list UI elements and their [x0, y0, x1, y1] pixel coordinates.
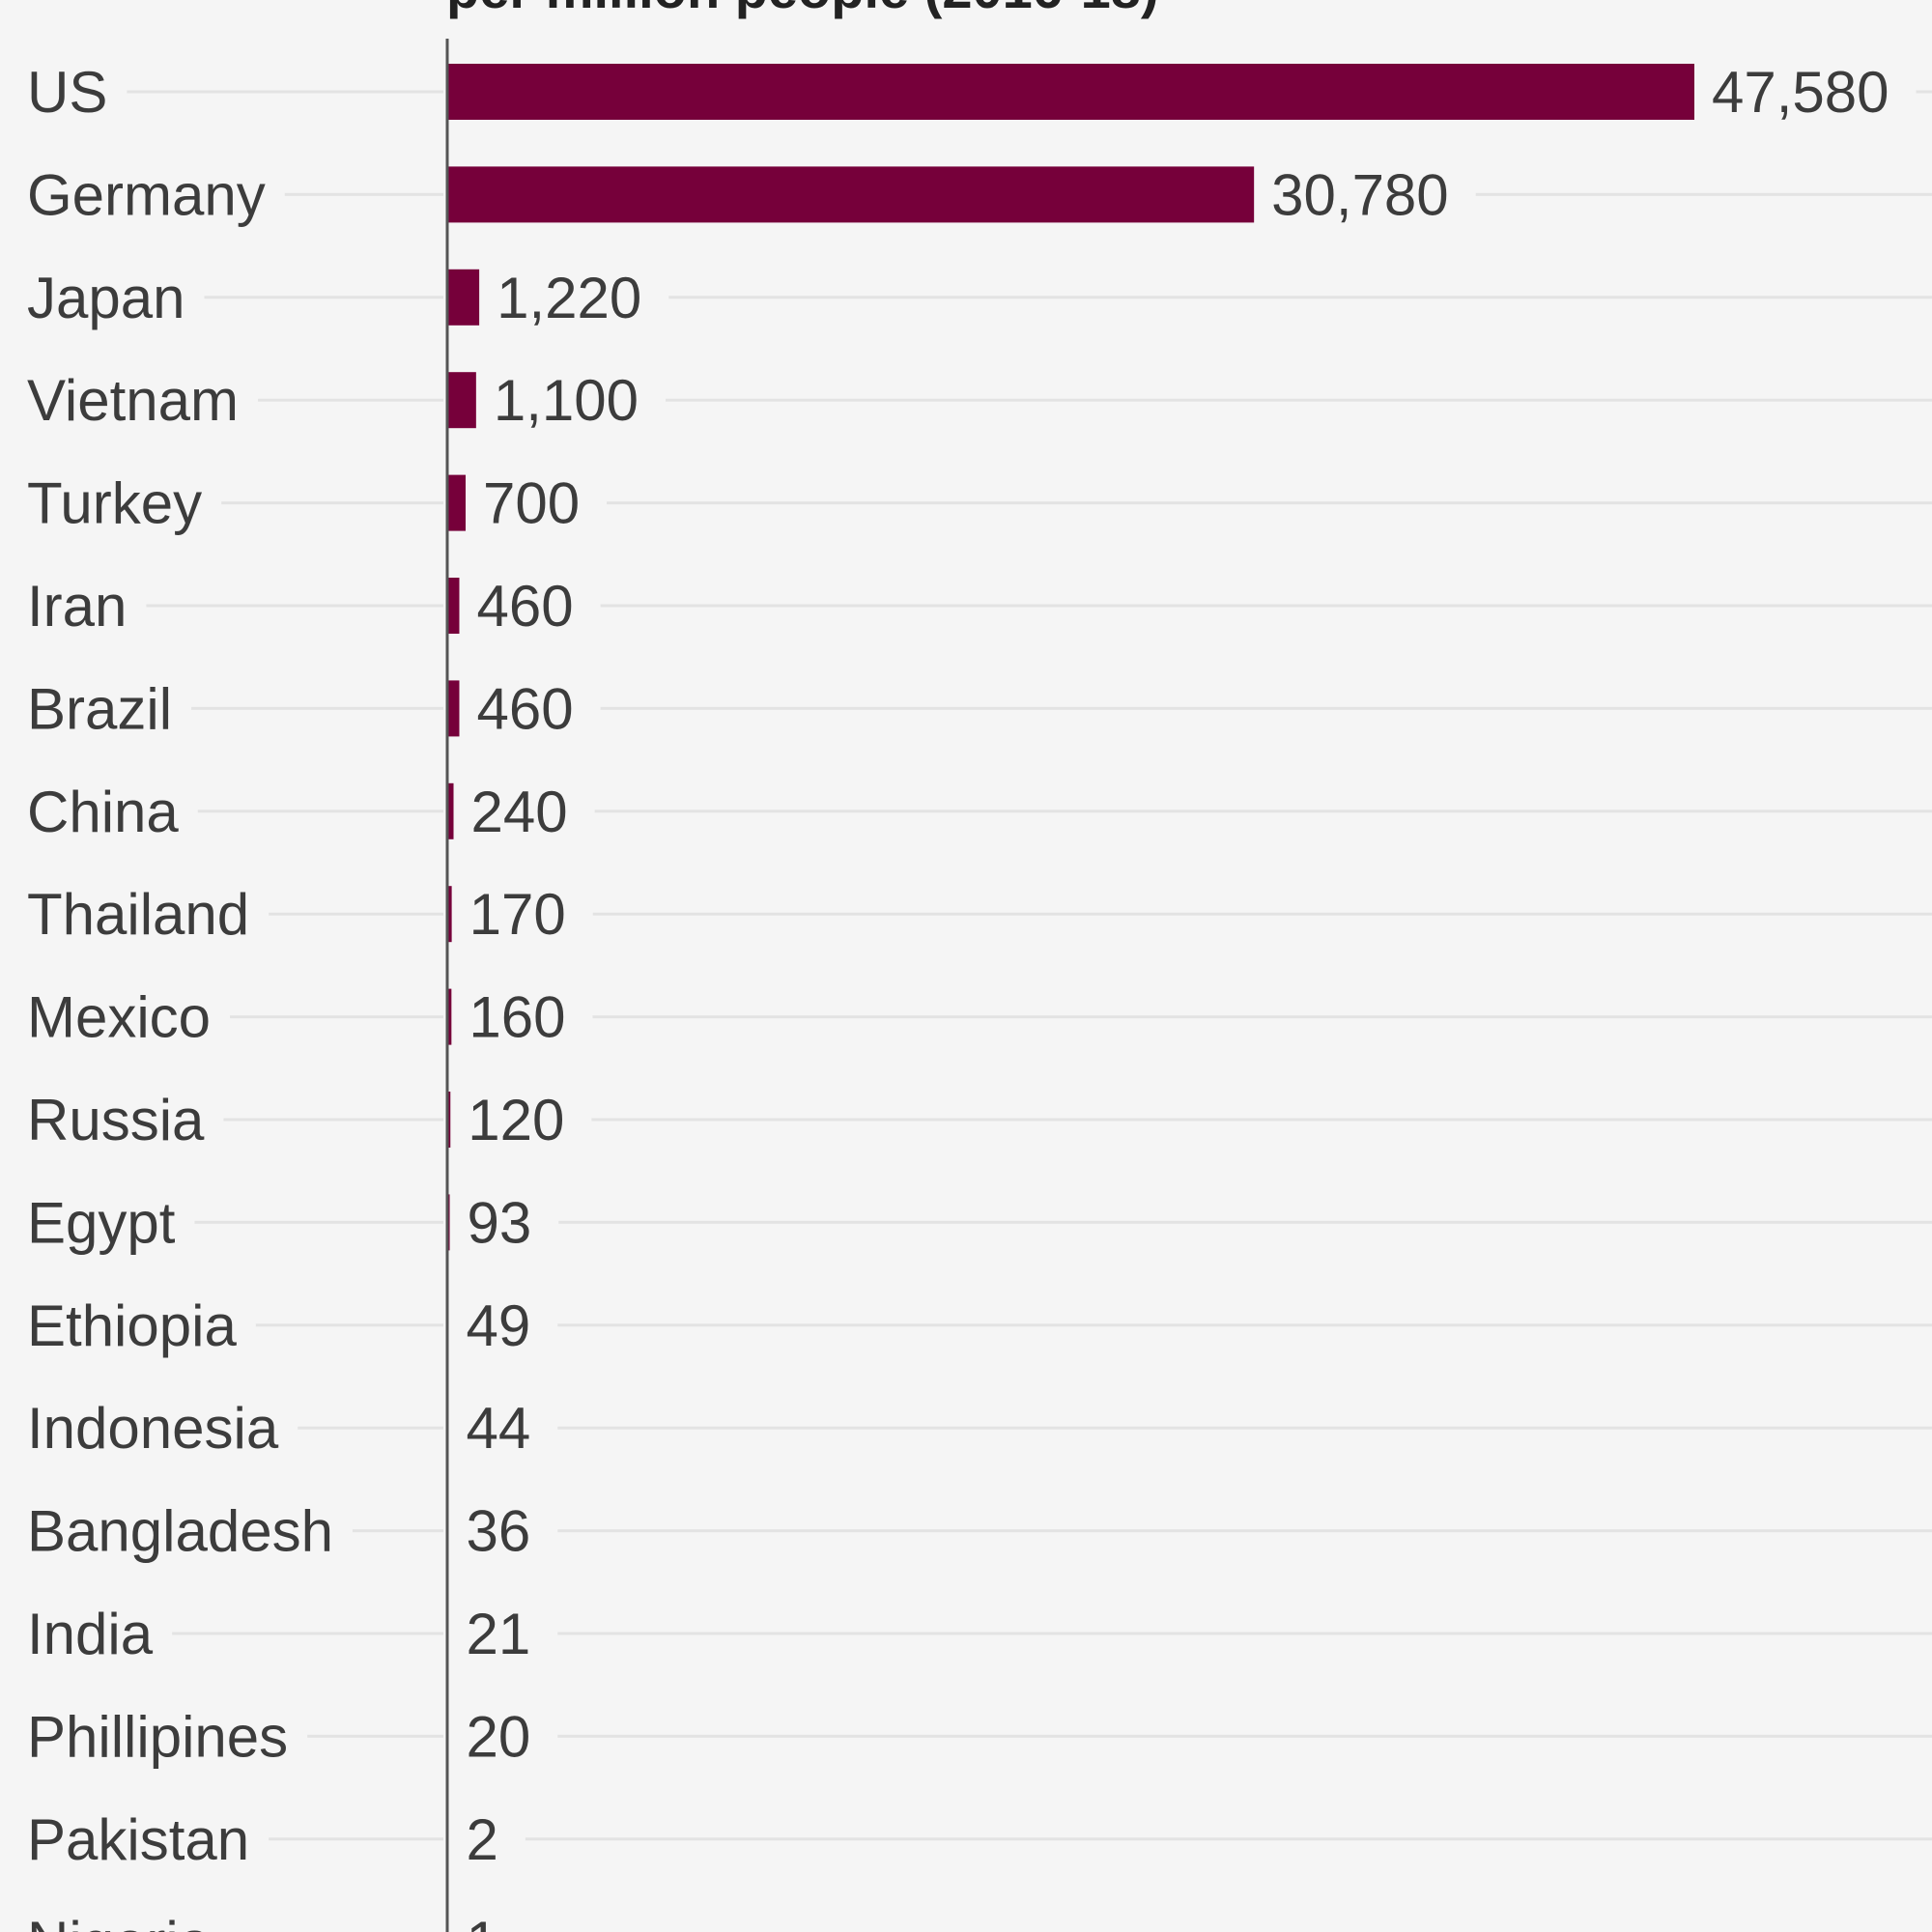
bar	[447, 988, 452, 1045]
value-label: 20	[467, 1704, 531, 1769]
chart-title: per million people (2016-18)	[446, 0, 1159, 19]
bar	[447, 578, 460, 634]
category-label: Brazil	[27, 676, 172, 741]
labels: US 47,580 Germany 30,780 Japan 1,220 Vietnam 1,…	[27, 60, 1889, 1932]
bar	[447, 166, 1255, 223]
category-label: Germany	[27, 162, 266, 227]
value-label: 160	[469, 985, 565, 1050]
category-label: Pakistan	[27, 1807, 249, 1872]
bar	[447, 372, 476, 429]
value-label: 1,100	[494, 368, 639, 433]
category-label: Ethiopia	[27, 1293, 237, 1358]
value-label: 460	[476, 676, 573, 741]
value-label: 93	[468, 1190, 532, 1255]
bar	[447, 64, 1694, 120]
value-label: 2	[467, 1807, 498, 1872]
category-label: Mexico	[27, 985, 211, 1050]
bars	[447, 64, 1694, 1932]
category-label: Indonesia	[27, 1396, 279, 1461]
value-label: 240	[471, 780, 568, 844]
value-label: 1	[467, 1910, 498, 1932]
guide-lines	[127, 90, 1932, 1841]
category-label: Turkey	[27, 471, 202, 536]
bar	[447, 680, 460, 737]
category-label: China	[27, 780, 179, 844]
value-label: 120	[468, 1088, 564, 1152]
category-label: Nigeria	[27, 1910, 212, 1932]
category-label: India	[27, 1602, 154, 1666]
bar	[447, 886, 452, 943]
value-label: 47,580	[1712, 60, 1889, 125]
bar	[447, 1092, 451, 1148]
category-label: Iran	[27, 574, 127, 639]
value-label: 30,780	[1271, 162, 1449, 227]
value-label: 700	[483, 471, 580, 536]
value-label: 170	[469, 882, 566, 947]
value-label: 1,220	[497, 266, 641, 330]
category-label: Vietnam	[27, 368, 239, 433]
category-label: Bangladesh	[27, 1499, 333, 1564]
value-label: 21	[467, 1602, 531, 1666]
value-label: 36	[467, 1499, 531, 1564]
value-label: 44	[467, 1396, 531, 1461]
bar	[447, 782, 454, 839]
value-label: 460	[476, 574, 573, 639]
category-label: US	[27, 60, 107, 125]
category-label: Japan	[27, 266, 185, 330]
value-label: 49	[467, 1293, 531, 1358]
bar	[447, 269, 480, 326]
bar	[447, 474, 466, 531]
category-label: Thailand	[27, 882, 249, 947]
category-label: Egypt	[27, 1190, 176, 1255]
category-label: Russia	[27, 1088, 205, 1152]
category-label: Phillipines	[27, 1704, 288, 1769]
